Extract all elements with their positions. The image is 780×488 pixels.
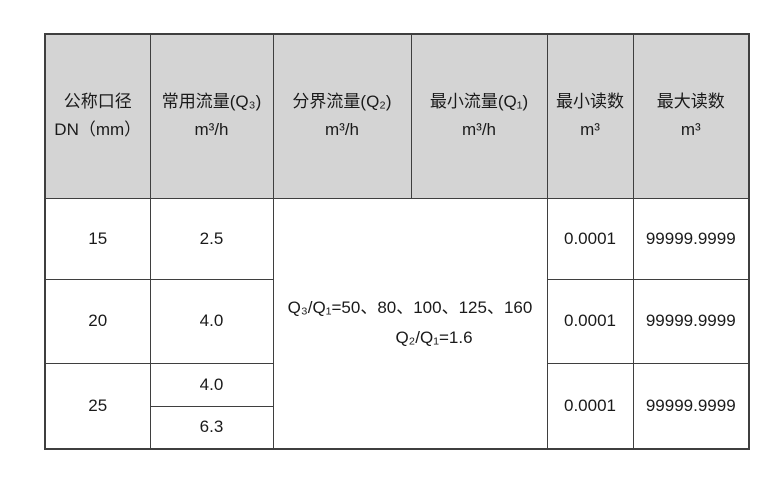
cell-min-reading-dn15: 0.0001 (546, 197, 634, 280)
table-row-dn25-b: 6.3 (45, 405, 749, 450)
ratio-note-cell: Q₃/Q₁=50、80、100、125、160 Q₂/Q₁=1.6 (272, 197, 548, 450)
table-row-dn25-a: 25 4.0 0.0001 99999.9999 (44, 362, 750, 450)
header-q1: 最小流量(Q₁) m³/h (410, 33, 548, 199)
cell-max-reading-dn20: 99999.9999 (632, 278, 750, 364)
header-q1-line1: 最小流量(Q₁) (429, 92, 529, 112)
cell-min-reading-dn25: 0.0001 (546, 362, 634, 450)
table-header-row: 公称口径 DN（mm） 常用流量(Q₃) m³/h 分界流量(Q₂) m³/h … (44, 33, 750, 199)
header-min-reading: 最小读数 m³ (546, 33, 634, 199)
header-max-reading-line1: 最大读数 (656, 92, 725, 112)
cell-q3-dn25-b: 6.3 (149, 405, 274, 450)
cell-q3-dn15: 2.5 (149, 197, 274, 280)
table-row-dn20: 20 4.0 0.0001 99999.9999 (44, 278, 750, 364)
header-max-reading: 最大读数 m³ (632, 33, 750, 199)
header-q2: 分界流量(Q₂) m³/h (272, 33, 412, 199)
cell-q3-dn25-a: 4.0 (149, 362, 274, 407)
cell-dn-25: 25 (44, 362, 151, 450)
header-q1-line2: m³/h (462, 120, 496, 140)
ratio-note-line1: Q₃/Q₁=50、80、100、125、160 (287, 298, 533, 318)
header-min-reading-line1: 最小读数 (556, 92, 624, 112)
cell-max-reading-dn15: 99999.9999 (632, 197, 750, 280)
cell-max-reading-dn25: 99999.9999 (632, 362, 750, 450)
cell-q3-dn20: 4.0 (149, 278, 274, 364)
cell-min-reading-dn20: 0.0001 (546, 278, 634, 364)
header-min-reading-line2: m³ (580, 120, 600, 140)
cell-dn-20: 20 (44, 278, 151, 364)
header-dn-line2: DN（mm） (54, 120, 142, 140)
header-dn-line1: 公称口径 (63, 92, 132, 112)
header-max-reading-line2: m³ (680, 120, 701, 140)
header-q3-line2: m³/h (194, 120, 229, 140)
header-q3-line1: 常用流量(Q₃) (161, 92, 262, 112)
spec-table: 公称口径 DN（mm） 常用流量(Q₃) m³/h 分界流量(Q₂) m³/h … (44, 33, 750, 450)
ratio-note-line2: Q₂/Q₁=1.6 (395, 328, 473, 348)
table-row-dn15: 15 2.5 Q₃/Q₁=50、80、100、125、160 Q₂/Q₁=1.6… (44, 197, 750, 450)
header-q3: 常用流量(Q₃) m³/h (149, 33, 274, 199)
cell-dn-15: 15 (44, 197, 151, 280)
header-q2-line2: m³/h (325, 120, 359, 140)
header-q2-line1: 分界流量(Q₂) (292, 92, 392, 112)
header-dn: 公称口径 DN（mm） (44, 33, 151, 199)
